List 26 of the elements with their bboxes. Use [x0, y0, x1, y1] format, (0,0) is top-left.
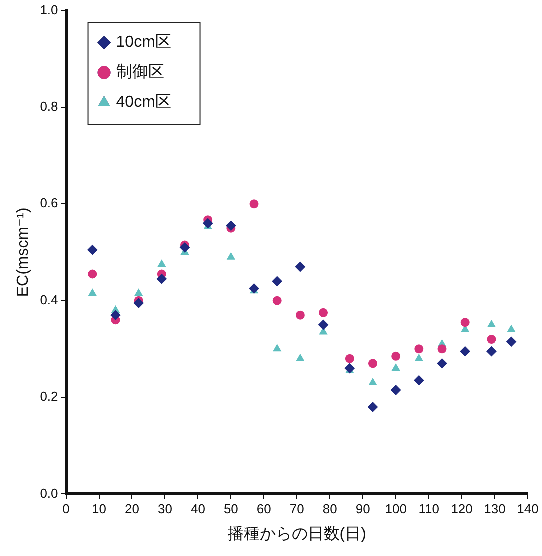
legend-label: 制御区: [116, 63, 164, 82]
x-tick-label: 70: [290, 502, 304, 517]
x-tick-label: 90: [356, 502, 370, 517]
x-axis-title: 播種からの日数(日): [228, 526, 366, 543]
x-tick-label: 140: [517, 502, 539, 517]
x-tick-label: 30: [158, 502, 172, 517]
y-tick-label: 1.0: [40, 2, 58, 18]
legend-label: 40cm区: [116, 94, 172, 112]
x-tick-label: 40: [190, 502, 206, 517]
x-tick-label: 20: [125, 502, 140, 517]
x-tick-label: 120: [451, 502, 473, 517]
x-tick-label: 110: [418, 502, 440, 517]
x-tick-label: 60: [256, 502, 272, 517]
x-tick-label: 50: [224, 502, 238, 517]
y-tick-label: 0.8: [40, 99, 58, 114]
legend-label: 10cm区: [116, 34, 172, 52]
y-tick-label: 0.2: [40, 389, 58, 404]
x-tick-label: 130: [484, 502, 506, 517]
x-tick-label: 80: [322, 502, 338, 517]
x-tick-label: 0: [62, 502, 70, 517]
x-tick-label: 100: [385, 502, 407, 517]
y-tick-label: 0.6: [40, 196, 58, 211]
x-tick-label: 10: [92, 502, 106, 517]
y-axis-title: EC(mscm⁻¹): [15, 208, 32, 298]
y-tick-label: 0.4: [40, 292, 58, 308]
y-tick-label: 0.0: [40, 486, 58, 501]
